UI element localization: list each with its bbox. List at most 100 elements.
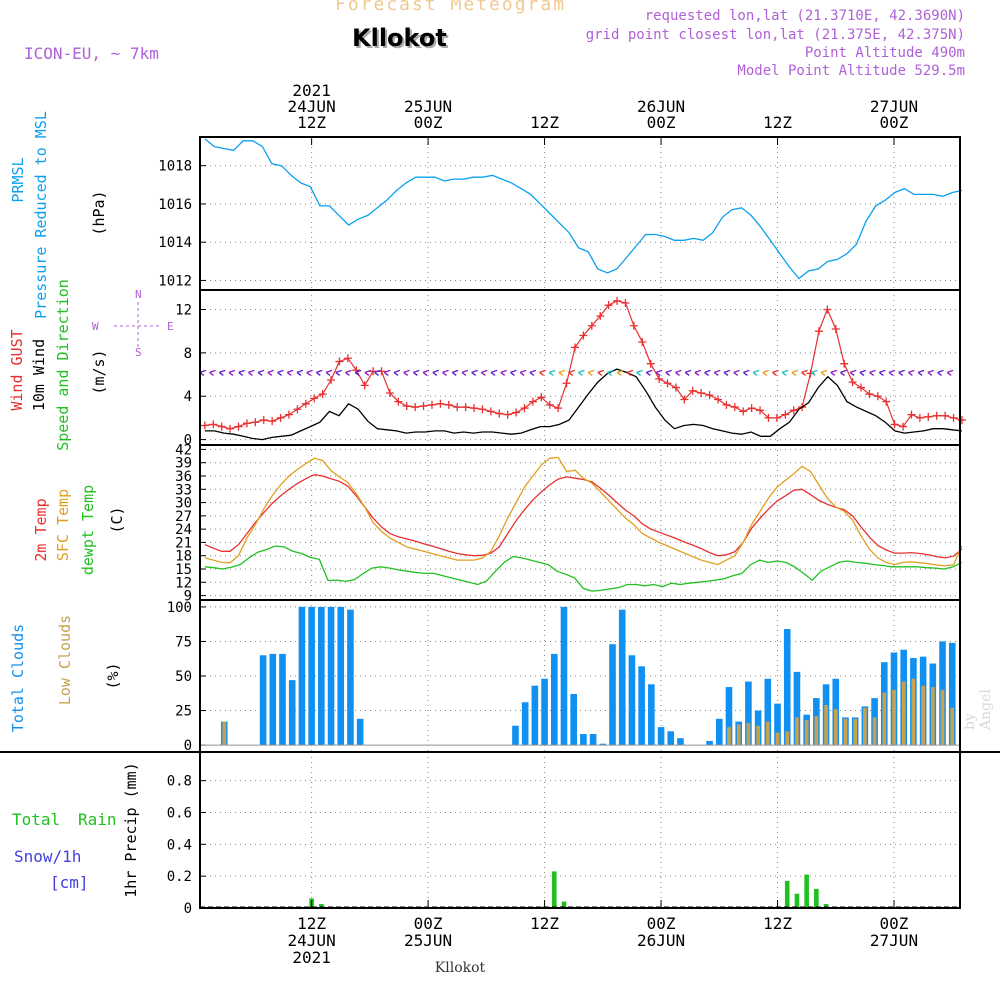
time-label-top: 25JUN: [404, 97, 452, 116]
y-tick-label: 1012: [158, 273, 192, 289]
chart-title: Forecast Meteogram: [335, 0, 567, 15]
gust-marker: [823, 305, 832, 314]
y-tick-label: 9: [184, 589, 192, 605]
wind-direction-arrow: [733, 369, 740, 376]
low-clouds-bar: [775, 732, 780, 746]
time-label-bottom: 00Z: [880, 914, 909, 933]
wind-direction-arrow: [937, 369, 944, 376]
wind-direction-arrow: [869, 369, 876, 376]
gust-marker: [621, 299, 630, 308]
total-clouds-bar: [715, 718, 723, 746]
gust-line: [204, 300, 963, 430]
wind-direction-arrow: [849, 369, 857, 376]
gust-marker: [596, 312, 605, 321]
low-clouds-bar: [222, 721, 227, 746]
wind-direction-arrow: [471, 369, 478, 376]
wind-direction-arrow: [315, 369, 323, 376]
gust-marker: [461, 403, 470, 412]
gust-marker: [873, 392, 882, 401]
gust-marker: [478, 405, 487, 414]
total-clouds-bar: [599, 743, 607, 746]
pressure-line: [204, 138, 963, 280]
gust-marker: [200, 421, 209, 430]
y-tick-label: 12: [175, 303, 192, 319]
low-clouds-bar: [804, 720, 809, 746]
low-clouds-bar: [795, 717, 799, 746]
low-clouds-bar: [814, 716, 819, 746]
wind-direction-arrow: [480, 369, 488, 376]
wind-direction-arrow: [820, 369, 828, 376]
time-label-top: 12Z: [297, 113, 326, 132]
y-tick-label: 25: [175, 704, 192, 720]
wind-direction-arrow: [286, 369, 294, 376]
y-tick-label: 0: [184, 738, 192, 754]
y-tick-label: 36: [175, 469, 192, 485]
wind-direction-arrow: [830, 369, 837, 376]
gust-marker: [949, 413, 958, 422]
model-altitude: Model Point Altitude 529.5m: [737, 63, 965, 79]
wind-direction-arrow: [946, 369, 954, 376]
total-clouds-bar: [618, 609, 626, 746]
total-clouds-bar: [356, 718, 364, 746]
wind-direction-arrow: [548, 369, 556, 376]
compass-east: E: [167, 320, 174, 333]
total-clouds-bar: [347, 609, 354, 746]
wind-direction-arrow: [675, 369, 682, 376]
gust-marker: [924, 412, 933, 421]
gust-marker: [268, 417, 277, 426]
temp-2m-ylabel: 2m Temp: [32, 498, 50, 561]
wind-direction-arrow: [597, 369, 605, 376]
compass-south: S: [135, 346, 142, 359]
model-label: ICON-EU, ~ 7km: [24, 44, 159, 63]
wind-unit: (m/s): [90, 349, 108, 394]
wind-direction-arrow: [345, 369, 352, 376]
gust-marker: [789, 406, 798, 415]
wind-direction-arrow: [810, 369, 818, 376]
gust-marker: [444, 400, 453, 409]
total-clouds-bar: [570, 693, 577, 746]
gust-marker: [394, 397, 403, 406]
wind-direction-arrow: [568, 369, 575, 376]
low-clouds-bar: [727, 727, 731, 746]
compass-west: W: [92, 320, 99, 333]
gust-marker: [882, 397, 891, 406]
time-label-bottom: 12Z: [297, 914, 326, 933]
wind-direction-arrow: [713, 369, 721, 376]
wind-direction-arrow: [393, 369, 401, 376]
wind-direction-arrow: [840, 369, 847, 376]
gust-marker: [209, 420, 218, 429]
rain-bar: [804, 874, 809, 908]
pressure-ylabel-1: PRMSL: [9, 157, 27, 202]
wind-direction-arrow: [607, 369, 614, 376]
y-tick-label: 18: [175, 549, 192, 565]
total-clouds-bar: [706, 740, 713, 746]
gust-marker: [646, 359, 655, 368]
total-clouds-bar: [308, 606, 315, 746]
low-clouds-bar: [950, 707, 955, 746]
gust-marker: [503, 410, 512, 419]
wind-direction-arrow: [383, 369, 391, 376]
gust-marker: [562, 379, 571, 388]
gust-marker: [570, 343, 579, 352]
total-clouds-bar: [609, 644, 616, 746]
wind-direction-arrow: [257, 369, 265, 376]
gust-marker: [537, 393, 546, 402]
wind-direction-arrow: [510, 369, 517, 376]
wind-direction-arrow: [781, 369, 789, 376]
wind-direction-arrow: [432, 369, 440, 376]
y-tick-label: 0: [184, 901, 192, 917]
gust-marker: [781, 410, 790, 419]
rain-bar: [794, 893, 800, 908]
gust-marker: [486, 407, 495, 416]
wind-direction-arrow: [412, 369, 420, 376]
wind-direction-arrow: [296, 369, 304, 376]
precip-rain-label: Rain: [78, 810, 117, 829]
compass-north: N: [135, 288, 142, 301]
gust-marker: [890, 420, 899, 429]
y-tick-label: 0.8: [167, 774, 192, 790]
y-tick-label: 100: [167, 600, 192, 616]
low-clouds-bar: [736, 724, 741, 746]
gust-marker: [713, 395, 722, 404]
time-label-top: 12Z: [763, 113, 792, 132]
time-label-bottom: 2021: [292, 948, 331, 967]
